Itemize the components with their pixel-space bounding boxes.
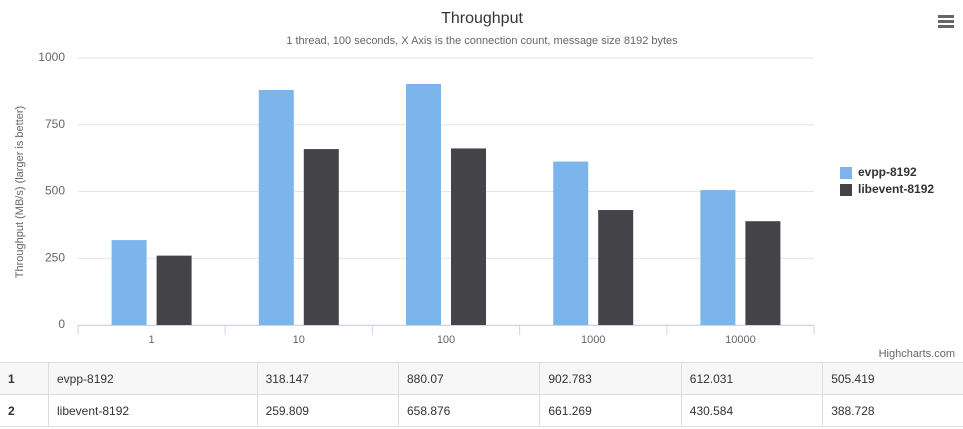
value-cell: 902.783 <box>539 362 682 395</box>
x-tick-label: 1000 <box>581 334 605 346</box>
legend-label: libevent-8192 <box>858 182 934 196</box>
chart-title: Throughput <box>441 10 523 27</box>
value-cell: 658.876 <box>397 394 540 427</box>
x-tick-label: 10 <box>293 334 305 346</box>
x-tick-label: 10000 <box>725 334 756 346</box>
value-cell: 880.07 <box>397 362 540 395</box>
y-tick-label: 500 <box>45 184 65 198</box>
bar <box>303 149 339 325</box>
legend-swatch <box>840 184 852 196</box>
bar <box>258 90 294 326</box>
y-tick-label: 1000 <box>38 50 65 64</box>
bar <box>451 148 486 325</box>
x-tick-label: 1 <box>149 334 155 346</box>
x-tick-label: 100 <box>437 334 455 346</box>
bar <box>156 255 192 325</box>
y-axis-title: Throughput (MB/s) (larger is better) <box>14 106 26 278</box>
value-cell: 661.269 <box>539 394 682 427</box>
bar <box>598 210 634 325</box>
y-tick-label: 750 <box>45 117 65 131</box>
table-row: 1 evpp-8192 318.147 880.07 902.783 612.031 505… <box>0 362 963 395</box>
y-tick-label: 0 <box>58 317 65 331</box>
menu-line <box>938 20 954 23</box>
menu-line <box>938 25 954 28</box>
value-cell: 430.584 <box>680 394 823 427</box>
credits[interactable]: Highcharts.com <box>879 348 955 360</box>
value-cell: 259.809 <box>256 394 399 427</box>
series-name: libevent-8192 <box>48 394 258 427</box>
y-tick-label: 250 <box>45 250 65 264</box>
chart-subtitle: 1 thread, 100 seconds, X Axis is the con… <box>286 35 678 47</box>
table-row: 2 libevent-8192 259.809 658.876 661.269 430.5… <box>0 394 963 427</box>
menu-button[interactable] <box>938 15 954 28</box>
row-number: 1 <box>0 362 49 395</box>
menu-line <box>938 15 954 18</box>
bar <box>111 240 147 325</box>
bar <box>553 161 589 325</box>
bar <box>700 190 736 325</box>
chart: Throughput 1 thread, 100 seconds, X Axis… <box>14 10 955 360</box>
bar <box>745 221 781 325</box>
value-cell: 612.031 <box>680 362 823 395</box>
data-table: 1 evpp-8192 318.147 880.07 902.783 612.031 505… <box>0 362 963 427</box>
value-cell: 318.147 <box>256 362 399 395</box>
bar <box>406 83 441 325</box>
value-cell: 505.419 <box>822 362 963 395</box>
row-number: 2 <box>0 394 49 427</box>
legend-swatch <box>840 167 852 179</box>
series-name: evpp-8192 <box>48 362 258 395</box>
legend-item[interactable]: evpp-8192 <box>840 165 917 179</box>
legend-item[interactable]: libevent-8192 <box>840 182 934 196</box>
legend-label: evpp-8192 <box>858 165 917 179</box>
value-cell: 388.728 <box>822 394 963 427</box>
